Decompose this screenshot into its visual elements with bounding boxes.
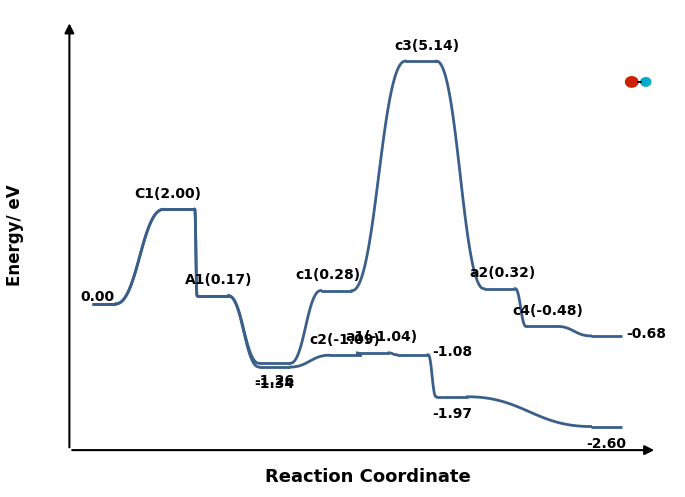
- Text: c1(0.28): c1(0.28): [295, 268, 360, 282]
- Y-axis label: Energy/ eV: Energy/ eV: [6, 184, 24, 286]
- Circle shape: [625, 77, 638, 87]
- Text: c3(5.14): c3(5.14): [394, 39, 459, 53]
- Text: a1(-1.04): a1(-1.04): [345, 331, 418, 344]
- Text: c2(-1.09): c2(-1.09): [310, 332, 380, 347]
- Text: -1.97: -1.97: [432, 407, 472, 421]
- Text: -1.08: -1.08: [432, 345, 472, 359]
- Text: A1(0.17): A1(0.17): [185, 273, 252, 287]
- Text: a2(0.32): a2(0.32): [469, 266, 536, 280]
- Text: -2.60: -2.60: [586, 437, 626, 451]
- Text: c4(-0.48): c4(-0.48): [512, 304, 583, 318]
- Text: 0.00: 0.00: [81, 290, 115, 304]
- Text: -1.26: -1.26: [255, 374, 295, 388]
- Circle shape: [640, 78, 651, 86]
- Text: C1(2.00): C1(2.00): [134, 187, 201, 201]
- X-axis label: Reaction Coordinate: Reaction Coordinate: [264, 468, 471, 486]
- Text: -0.68: -0.68: [626, 327, 666, 340]
- Text: -1.34: -1.34: [255, 377, 295, 392]
